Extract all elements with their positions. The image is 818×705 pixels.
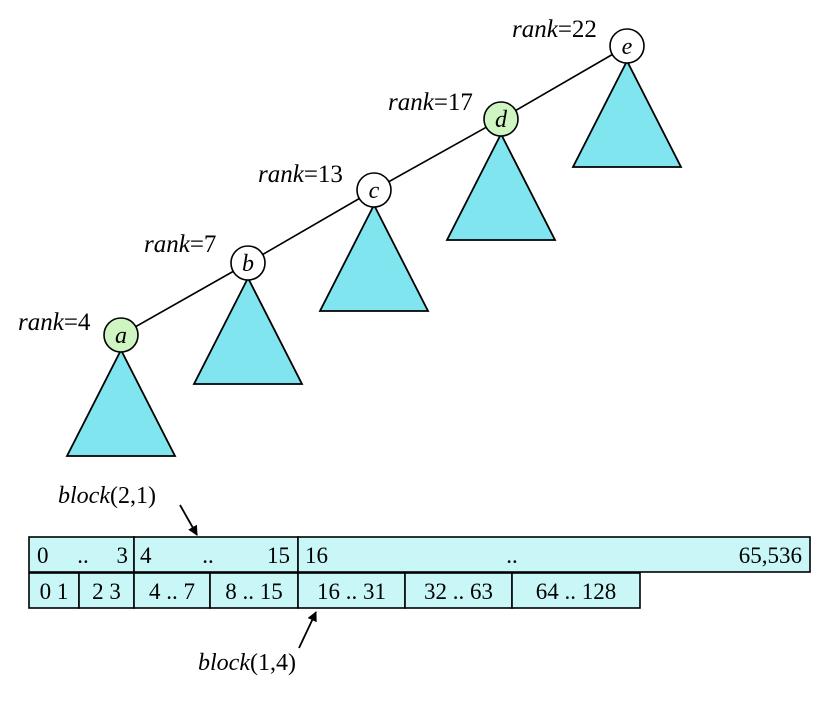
block-cell-r1-c5 (404, 572, 513, 609)
block-value: 32 .. 63 (424, 579, 493, 604)
rank-value: =7 (190, 231, 217, 258)
block-args: (2,1) (110, 483, 156, 509)
node-e (609, 28, 645, 64)
block-value: 0 (37, 543, 49, 568)
rank-label-e: rank=22 (512, 16, 597, 43)
block-cell-r0-c0 (28, 536, 135, 573)
rank-word: rank (18, 309, 65, 336)
node-d (483, 101, 519, 137)
block-value: .. (202, 543, 214, 568)
block-value: 65,536 (739, 543, 802, 568)
block-value: 64 .. 128 (536, 579, 617, 604)
rank-label-b: rank=7 (144, 231, 216, 258)
node-c (356, 172, 392, 208)
node-b (230, 245, 266, 281)
rank-label-a: rank=4 (18, 309, 91, 336)
block-pointer-label-0: block(2,1) (58, 483, 156, 509)
rank-value: =17 (434, 89, 473, 116)
block-value: 4 (140, 543, 152, 568)
block-value: 8 .. 15 (225, 579, 283, 604)
block-value: 3 (117, 543, 129, 568)
block-cell-r1-c6 (511, 572, 641, 609)
block-value: 16 .. 31 (317, 579, 386, 604)
rank-value: =13 (304, 161, 343, 188)
node-letter-d: d (495, 107, 508, 133)
rank-label-d: rank=17 (388, 89, 473, 116)
subtree-e (571, 59, 683, 168)
node-letter-b: b (242, 251, 254, 277)
subtree-d (445, 132, 557, 241)
rank-value: =4 (64, 309, 91, 336)
subtree-a (65, 348, 177, 457)
rank-word: rank (258, 161, 305, 188)
block-cell-r1-c4 (297, 572, 406, 609)
block-value: 0 1 (40, 579, 69, 604)
block-table: 0.. 3 4.. 15 16.. 65,536 0 1 2 3 4 .. 7 8 .. 15 16… (28, 536, 811, 609)
block-value: .. (77, 543, 89, 568)
rank-word: rank (144, 231, 191, 258)
block-cell-r0-c2 (297, 536, 811, 573)
subtrees (65, 59, 683, 457)
block-pointer-arrow-0 (179, 504, 198, 536)
subtree-c (318, 203, 430, 312)
block-value: .. (506, 543, 518, 568)
node-a (103, 317, 139, 353)
rank-label-c: rank=13 (258, 161, 343, 188)
block-value: 15 (267, 543, 290, 568)
rank-value: =22 (558, 16, 597, 43)
block-pointers: block(2,1)block(1,4) (58, 483, 317, 676)
block-value: 4 .. 7 (149, 579, 195, 604)
block-cell-r0-c1 (133, 536, 299, 573)
block-value: 16 (305, 543, 328, 568)
node-letter-a: a (115, 323, 127, 349)
block-args: (1,4) (250, 650, 296, 676)
subtree-b (192, 276, 304, 385)
node-letter-c: c (369, 178, 380, 204)
block-pointer-arrow-1 (298, 611, 317, 649)
block-word: block (58, 483, 110, 509)
block-word: block (198, 650, 250, 676)
rank-word: rank (512, 16, 559, 43)
block-value: 2 3 (92, 579, 121, 604)
node-letter-e: e (622, 34, 633, 60)
block-pointer-label-1: block(1,4) (198, 650, 296, 676)
rank-word: rank (388, 89, 435, 116)
